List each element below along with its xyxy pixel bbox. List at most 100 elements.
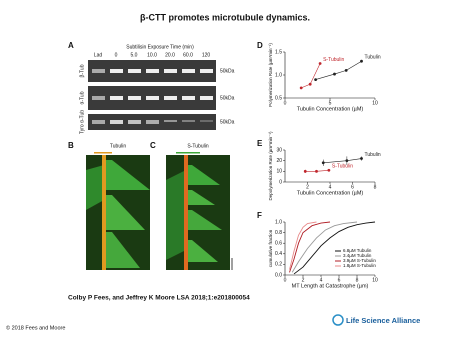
band [146,120,159,124]
legend-label: 3.9µM S-Tubulin [343,258,376,263]
copyright: © 2018 Fees and Moore [6,324,65,331]
y-tick-label: 0 [279,179,282,185]
bar [176,152,200,154]
cdf-line [291,221,358,273]
bar [94,152,112,154]
y-tick-label: 0.4 [275,251,282,257]
point [345,159,349,163]
lane-label: 10.0 [147,52,157,58]
trend-line [323,158,362,164]
citation: Colby P Fees, and Jeffrey K Moore LSA 20… [68,295,250,302]
row-label: α-Tub [79,91,85,104]
x-tick-label: 0 [284,277,287,283]
gel-header: Subtilisin Exposure Time (min) [126,44,194,50]
point [308,82,312,86]
panel-label: C [150,141,156,150]
y-tick-label: 1.5 [275,49,282,55]
logo-icon [332,314,344,326]
point [360,157,363,160]
y-tick-label: 0.5 [275,95,282,101]
point [327,168,331,172]
growth [86,165,104,210]
panel-label: A [68,41,74,50]
growth [186,190,215,205]
legend-label: 1.8µM S-Tubulin [343,263,376,268]
point [299,86,303,90]
point [303,169,307,173]
band [146,96,159,100]
point [315,169,318,173]
cdf-line [289,221,317,270]
y-axis-label: Polymerization Rate (µm*min⁻¹) [268,43,273,107]
series-name: S-Tubulin [332,164,353,170]
panel-label: E [257,139,263,148]
point [333,72,336,76]
band [92,69,105,73]
kymo-title: S-Tubulin [187,143,208,149]
lane-label: 120 [202,52,211,58]
x-tick-label: 6 [338,277,341,283]
point [360,59,363,63]
band [164,120,177,122]
lane-label: 20.0 [165,52,175,58]
panel-label: B [68,141,74,150]
band [110,96,123,100]
lane-label: 5.0 [131,52,138,58]
band [110,69,123,73]
x-tick-label: 8 [356,277,359,283]
band [200,69,213,73]
lane-label: 0 [115,52,118,58]
cdf-line [289,221,331,273]
marker-label: 50kDa [220,119,235,125]
point [318,62,322,65]
y-tick-label: 0.0 [275,272,282,278]
y-axis-label: Depolymerization Rate (µm*min⁻¹) [268,131,273,200]
band [92,96,105,100]
band [200,96,213,100]
x-tick-label: 6 [351,184,354,190]
row-label: β-Tub [79,64,85,77]
x-tick-label: 2 [306,184,309,190]
band [146,69,159,73]
growth [104,232,140,268]
y-axis-label: cumulative fraction [268,229,273,267]
panel-label: D [257,41,263,50]
panel-label: F [257,211,262,220]
band [92,120,105,124]
series-name: S-Tubulin [323,57,344,63]
y-tick-label: 0.8 [275,230,282,236]
journal: Life Science Alliance [346,316,420,325]
series-name: Tubulin [365,152,381,158]
point [344,69,348,72]
y-tick-label: 30 [276,147,282,153]
band [164,96,177,100]
seed [102,155,106,270]
growth [186,240,218,262]
seed [184,155,188,270]
growth [186,165,220,185]
band [110,120,123,124]
growth [104,195,145,230]
series-name: Tubulin [365,55,381,61]
band [164,69,177,73]
band [128,69,141,73]
x-tick-label: 8 [374,184,377,190]
y-tick-label: 20 [276,158,282,164]
title: β-CTT promotes microtubule dynamics. [140,12,310,22]
y-tick-label: 0.6 [275,241,282,247]
x-tick-label: 5 [329,100,332,106]
trend-line [315,60,362,80]
legend-label: 6.8µM Tubulin [343,248,372,253]
growth [186,210,222,230]
growth [166,170,186,260]
point [321,161,325,165]
point [314,78,317,81]
growth [104,160,150,190]
lane-label: Lad [94,52,103,58]
y-tick-label: 1.0 [275,219,282,225]
x-tick-label: 2 [302,277,305,283]
band [182,96,195,100]
band [182,120,195,122]
marker-label: 50kDa [220,68,235,74]
